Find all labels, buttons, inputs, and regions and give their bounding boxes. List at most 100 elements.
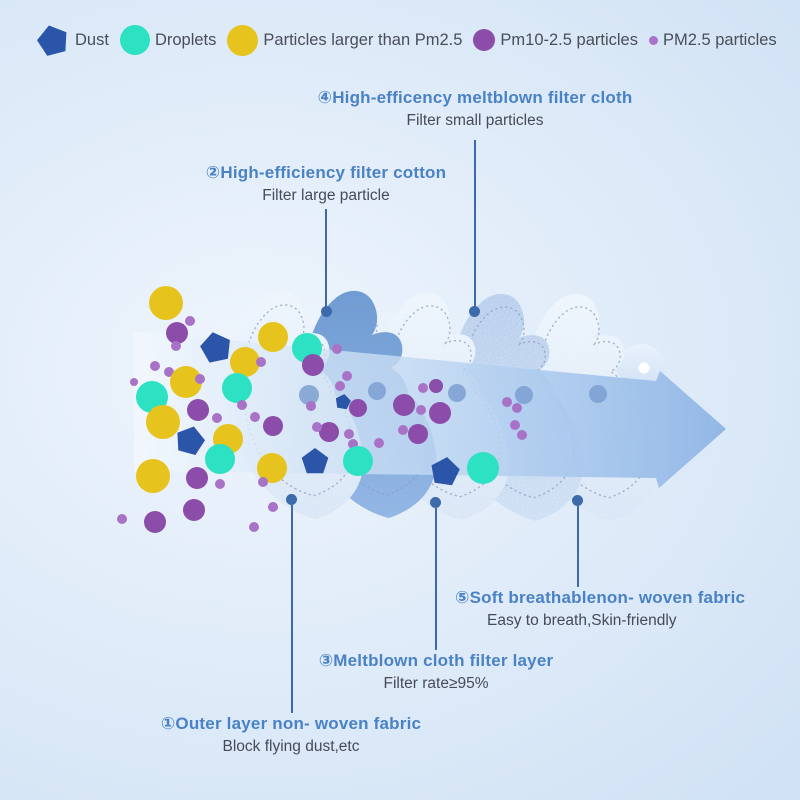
filtered-particle	[589, 385, 607, 403]
droplet-particle	[343, 446, 373, 476]
pm25-particle	[164, 367, 174, 377]
annotation-title: ③Meltblown cloth filter layer	[318, 651, 554, 670]
pm10-particle	[393, 394, 415, 416]
annotation-meltblown-layer: ③Meltblown cloth filter layer Filter rat…	[319, 651, 554, 693]
large-particle	[230, 347, 260, 377]
pm25-particle	[215, 479, 225, 489]
large-particle	[136, 459, 170, 493]
leader-line-4	[474, 140, 476, 311]
leader-line-1	[291, 505, 293, 713]
pm10-particle	[319, 422, 339, 442]
leader-line-3	[435, 508, 437, 650]
annotation-subtitle: Filter rate≥95%	[383, 675, 489, 692]
legend-item-large-particles: Particles larger than Pm2.5	[227, 24, 462, 56]
pm25-particle	[502, 397, 512, 407]
filtered-particle	[368, 382, 386, 400]
large-particle	[146, 405, 180, 439]
pm25-particle	[312, 422, 322, 432]
leader-dot-2	[321, 306, 332, 317]
legend-item-pm25-particles: PM2.5 particles	[648, 30, 777, 50]
dust-particle	[177, 426, 205, 455]
annotation-subtitle: Block flying dust,etc	[222, 738, 360, 755]
pm25-particle	[416, 405, 426, 415]
leader-dot-1	[286, 494, 297, 505]
leader-line-5	[577, 506, 579, 587]
pm10-particle	[144, 511, 166, 533]
pm10-particle	[302, 354, 324, 376]
pm25-particle	[258, 477, 268, 487]
droplet-particle	[467, 452, 499, 484]
annotation-title: ⑤Soft breathablenon- woven fabric	[455, 588, 746, 607]
legend: Dust Droplets Particles larger than Pm2.…	[36, 20, 777, 60]
pm25-particle	[237, 400, 247, 410]
pm25-particle	[171, 341, 181, 351]
annotation-subtitle: Easy to breath,Skin-friendly	[487, 612, 677, 629]
annotation-outer-layer: ①Outer layer non- woven fabric Block fly…	[161, 714, 421, 756]
droplets-icon	[119, 25, 150, 55]
droplet-particle	[136, 381, 168, 413]
dust-particle	[301, 448, 329, 474]
leader-line-2	[325, 209, 327, 311]
annotation-soft-inner-fabric: ⑤Soft breathablenon- woven fabric Easy t…	[455, 588, 745, 630]
leader-dot-3	[430, 497, 441, 508]
grommet-hole	[638, 362, 650, 374]
annotation-meltblown-filter-cloth: ④High-efficency meltblown filter cloth F…	[318, 88, 633, 130]
pm25-particle	[130, 378, 138, 386]
leader-dot-4	[469, 306, 480, 317]
dust-pentagon-icon	[37, 25, 67, 56]
legend-item-pm10-particles: Pm10-2.5 particles	[473, 29, 638, 51]
filtered-particle	[448, 384, 466, 402]
pm25-particle	[195, 374, 205, 384]
pm25-particle	[398, 425, 408, 435]
legend-label: Droplets	[154, 30, 217, 49]
pm25-particle	[268, 502, 278, 512]
pm10-particle	[429, 402, 451, 424]
pm10-particles-icon	[473, 29, 496, 51]
large-particles-icon	[227, 24, 259, 56]
pm10-particle	[166, 322, 188, 344]
pm25-particle	[249, 522, 259, 532]
large-particle	[149, 286, 183, 320]
pm25-particle	[342, 371, 352, 381]
legend-label: Pm10-2.5 particles	[500, 30, 638, 49]
pm10-particle	[263, 416, 283, 436]
pm25-particle	[335, 381, 345, 391]
filtered-particle	[515, 386, 533, 404]
pm10-particle	[349, 399, 367, 417]
pm25-particle	[374, 438, 384, 448]
legend-label: PM2.5 particles	[662, 30, 777, 49]
droplet-particle	[205, 444, 235, 474]
annotation-title: ①Outer layer non- woven fabric	[160, 714, 422, 733]
particles-group	[117, 286, 607, 533]
pm10-particle	[183, 499, 205, 521]
pm10-particle	[186, 467, 208, 489]
pm25-particle	[344, 429, 354, 439]
pm25-particle	[332, 344, 342, 354]
pm10-particle	[408, 424, 428, 444]
pm25-particle	[306, 401, 316, 411]
legend-label: Dust	[75, 30, 109, 49]
leader-dot-5	[572, 495, 583, 506]
annotation-title: ②High-efficiency filter cotton	[205, 163, 447, 182]
filtered-particle	[299, 385, 319, 405]
pm25-particle	[212, 413, 222, 423]
dust-particle	[200, 332, 230, 363]
annotation-subtitle: Filter large particle	[262, 187, 390, 204]
annotation-title: ④High-efficency meltblown filter cloth	[317, 88, 633, 107]
large-particle	[257, 453, 287, 483]
pm25-particles-icon	[648, 35, 658, 45]
legend-item-dust: Dust	[36, 24, 109, 57]
dust-particle	[335, 394, 351, 410]
annotation-filter-cotton: ②High-efficiency filter cotton Filter la…	[206, 163, 446, 205]
pm10-particle	[429, 379, 443, 393]
pm10-particle	[187, 399, 209, 421]
pm25-particle	[185, 316, 195, 326]
legend-item-droplets: Droplets	[119, 25, 217, 55]
pm25-particle	[256, 357, 266, 367]
droplet-particle	[222, 373, 252, 403]
pm25-particle	[250, 412, 260, 422]
large-particle	[258, 322, 288, 352]
pm25-particle	[512, 403, 522, 413]
